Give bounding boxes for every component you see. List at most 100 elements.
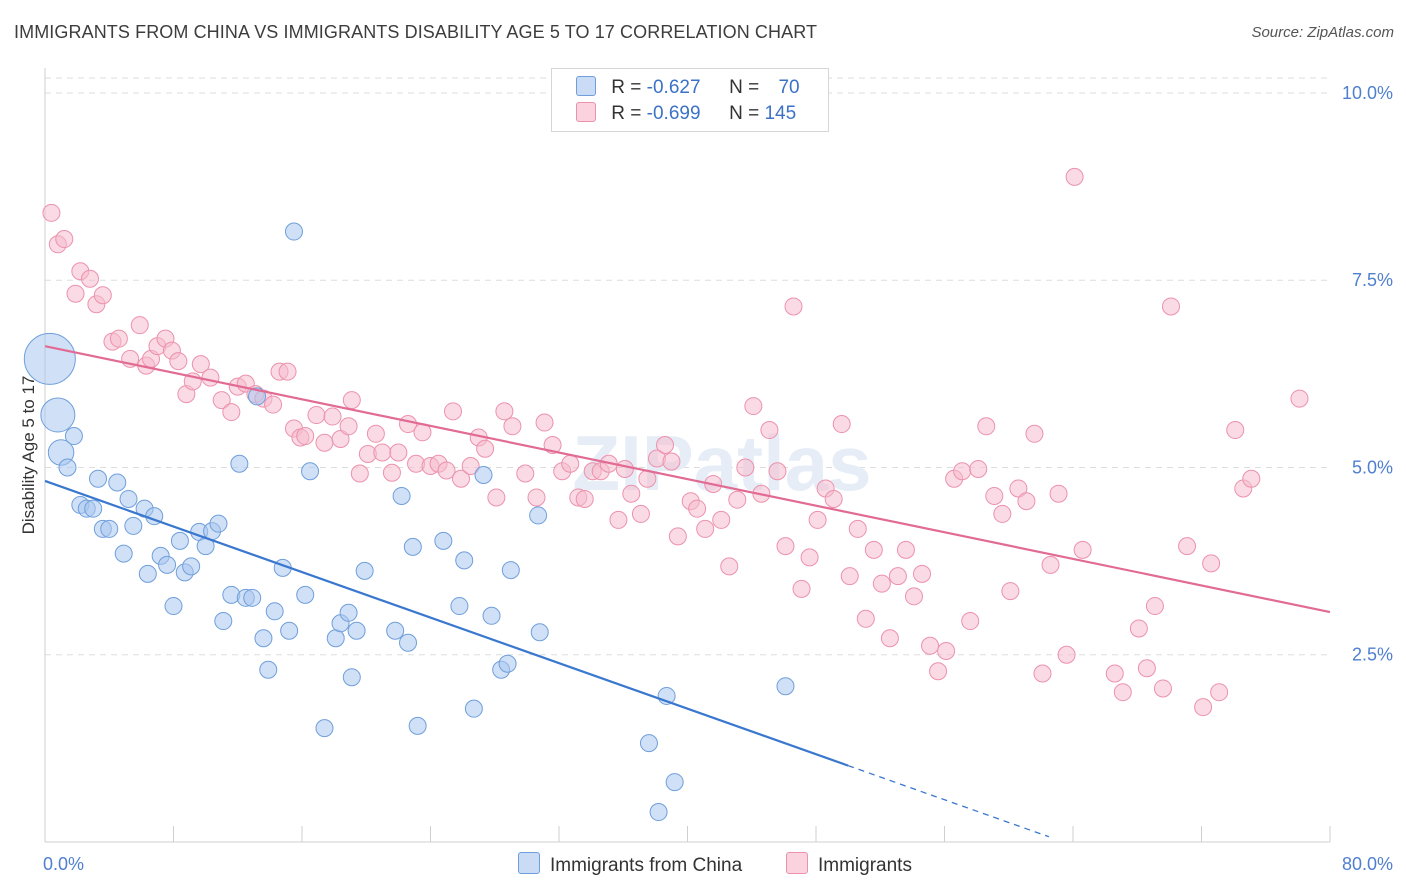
data-point bbox=[1033, 664, 1052, 683]
data-point bbox=[622, 484, 641, 503]
data-point bbox=[42, 203, 61, 222]
data-point bbox=[1049, 484, 1068, 503]
data-point bbox=[212, 391, 231, 410]
data-point bbox=[408, 716, 427, 735]
data-point bbox=[888, 567, 907, 586]
data-point bbox=[342, 391, 361, 410]
data-point bbox=[158, 555, 177, 574]
data-point bbox=[138, 564, 157, 583]
data-point bbox=[382, 463, 401, 482]
data-point bbox=[164, 597, 183, 616]
data-point bbox=[662, 452, 681, 471]
data-point bbox=[264, 395, 283, 414]
data-point bbox=[1290, 389, 1309, 408]
data-point bbox=[355, 561, 374, 580]
data-point bbox=[696, 519, 715, 538]
data-point bbox=[864, 540, 883, 559]
legend-n-value: 70 bbox=[778, 77, 800, 98]
data-point bbox=[214, 612, 233, 631]
data-point bbox=[937, 642, 956, 660]
data-point bbox=[688, 499, 707, 518]
data-point bbox=[386, 621, 405, 640]
legend-n-value: 145 bbox=[764, 103, 797, 124]
data-point bbox=[66, 284, 85, 303]
data-point bbox=[209, 514, 228, 533]
data-point bbox=[130, 316, 149, 335]
data-point bbox=[913, 564, 932, 583]
data-point bbox=[665, 773, 684, 792]
data-point bbox=[760, 421, 779, 440]
data-point bbox=[1242, 469, 1261, 488]
y-tick-label: 7.5% bbox=[1352, 270, 1393, 290]
data-point bbox=[278, 362, 297, 381]
data-point bbox=[301, 462, 320, 481]
legend-r-label: R = bbox=[611, 77, 647, 98]
data-point bbox=[191, 355, 210, 374]
data-point bbox=[259, 660, 278, 679]
trend-line-china bbox=[44, 479, 849, 767]
data-point bbox=[639, 734, 658, 753]
data-point bbox=[366, 424, 385, 443]
data-point bbox=[280, 621, 299, 640]
data-point bbox=[403, 537, 422, 556]
data-point bbox=[977, 417, 996, 436]
data-point bbox=[631, 504, 650, 523]
data-point bbox=[222, 585, 241, 604]
data-point bbox=[1194, 698, 1213, 717]
data-point bbox=[1137, 659, 1156, 678]
data-point bbox=[350, 464, 369, 483]
data-point bbox=[222, 403, 241, 422]
data-point bbox=[89, 469, 108, 488]
legend-n-label: N = bbox=[729, 77, 765, 98]
data-point bbox=[1025, 424, 1044, 443]
chart-title: IMMIGRANTS FROM CHINA VS IMMIGRANTS DISA… bbox=[14, 22, 818, 42]
data-point bbox=[824, 489, 843, 508]
data-point bbox=[575, 489, 594, 508]
data-point bbox=[437, 461, 456, 480]
data-point bbox=[40, 397, 76, 433]
data-point bbox=[1153, 679, 1172, 698]
data-point bbox=[615, 459, 634, 478]
data-point bbox=[326, 629, 345, 648]
data-point bbox=[450, 597, 469, 616]
data-point bbox=[501, 561, 520, 580]
data-point bbox=[243, 588, 262, 607]
legend-row-china: R = -0.627 N = 70 bbox=[576, 76, 800, 100]
trend-lines bbox=[44, 345, 1331, 838]
data-point bbox=[792, 579, 811, 598]
data-point bbox=[455, 551, 474, 570]
data-point bbox=[776, 677, 795, 696]
data-point bbox=[474, 465, 493, 484]
data-point bbox=[170, 531, 189, 550]
y-tick-labels: 2.5% 5.0% 7.5% 10.0% bbox=[1342, 83, 1393, 665]
data-point bbox=[201, 368, 220, 387]
data-point bbox=[736, 458, 755, 477]
data-point bbox=[284, 222, 303, 241]
data-point bbox=[230, 454, 249, 473]
data-point bbox=[1129, 619, 1148, 638]
data-point bbox=[904, 587, 923, 606]
trend-line-china-extension bbox=[847, 764, 1050, 838]
data-point bbox=[1145, 597, 1164, 616]
data-point bbox=[728, 490, 747, 509]
data-point bbox=[720, 557, 739, 576]
data-point bbox=[953, 462, 972, 481]
y-tick-label: 10.0% bbox=[1342, 83, 1393, 103]
data-point bbox=[452, 469, 471, 488]
data-point bbox=[516, 464, 535, 483]
data-point bbox=[1178, 537, 1197, 556]
data-point bbox=[248, 387, 267, 406]
data-point bbox=[1210, 683, 1229, 702]
data-point bbox=[530, 623, 549, 642]
data-point bbox=[323, 407, 342, 426]
data-point bbox=[464, 699, 483, 718]
data-point bbox=[535, 413, 554, 432]
data-point bbox=[1017, 492, 1036, 511]
data-point bbox=[487, 488, 506, 507]
x-tick-label: 80.0% bbox=[1342, 854, 1393, 874]
data-point bbox=[503, 417, 522, 436]
data-point bbox=[434, 531, 453, 550]
bottom-legend-label: Immigrants bbox=[818, 855, 912, 876]
data-point bbox=[58, 458, 77, 477]
